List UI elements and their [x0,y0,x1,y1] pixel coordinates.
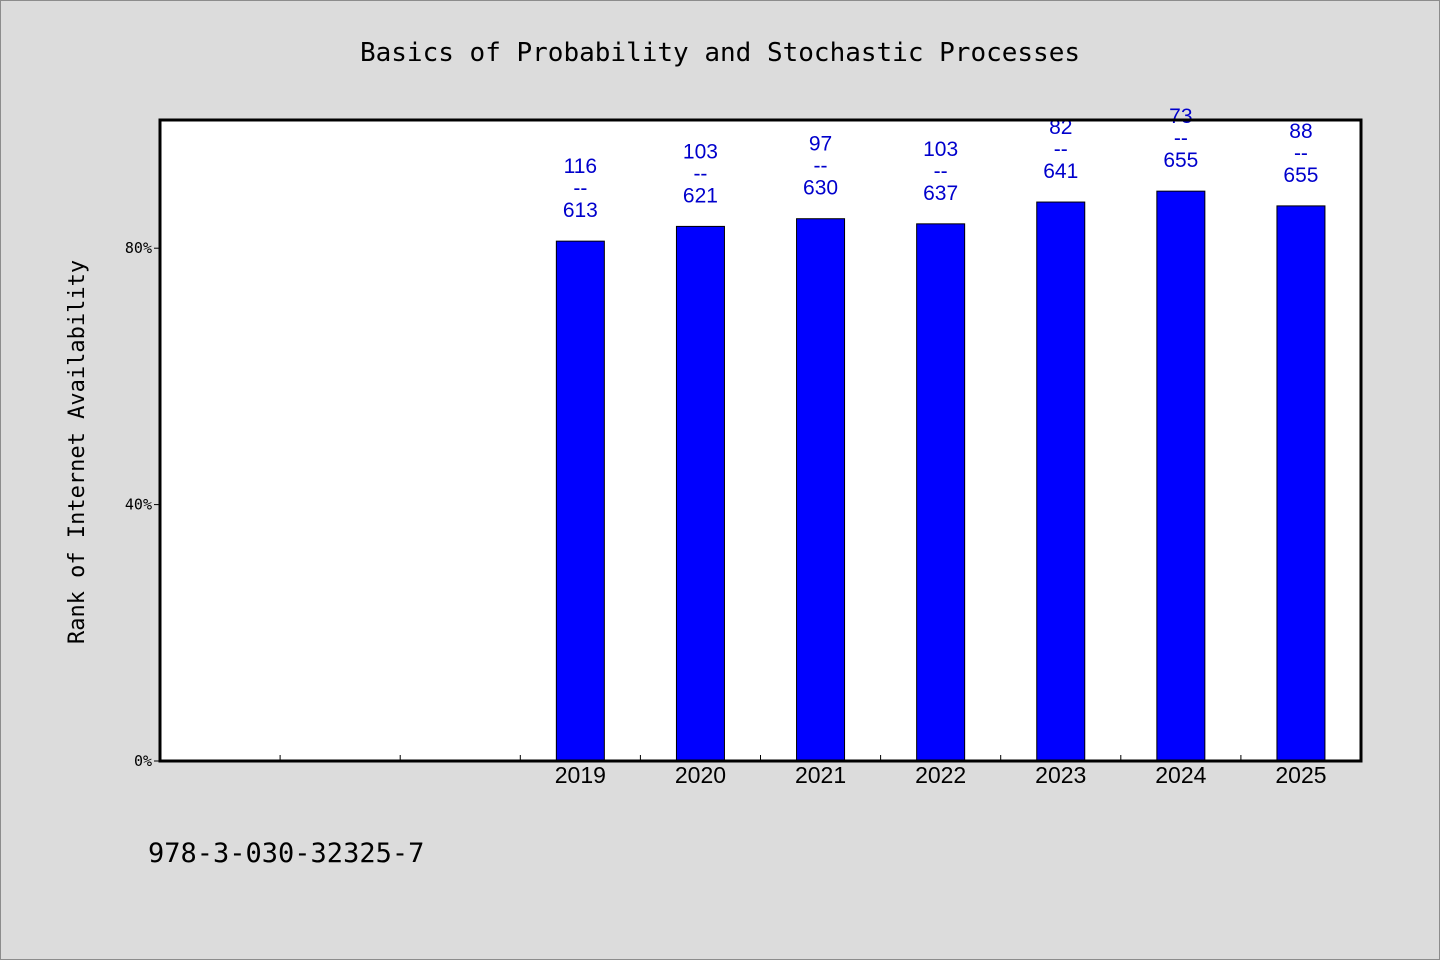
bar-label-top: 82 [1049,116,1072,139]
bar-label-top: 103 [923,138,958,161]
bar-label-bottom: 655 [1163,149,1198,172]
y-axis-label: Rank of Internet Availability [65,260,90,644]
bar-label-separator: -- [1174,127,1188,150]
bar-label-bottom: 641 [1043,160,1078,183]
x-tick-label: 2020 [675,762,726,788]
bar-label-bottom: 613 [563,199,598,222]
bars-layer [555,190,1326,762]
bar-label-separator: -- [934,160,948,183]
bar-label-bottom: 621 [683,184,718,207]
bar-label-bottom: 637 [923,182,958,205]
x-tick-label: 2024 [1155,762,1206,788]
bar-label-separator: -- [1294,142,1308,165]
bar-label-top: 73 [1169,105,1192,128]
y-tick-label: 40% [125,496,152,514]
chart-title: Basics of Probability and Stochastic Pro… [360,38,1080,68]
bar [796,218,846,762]
bar [1036,201,1086,762]
y-tick-label: 80% [125,239,152,257]
bar-label-top: 103 [683,140,718,163]
x-tick-label: 2023 [1035,762,1086,788]
axis-layer: 0% 40% 80% 2019 2020 2021 2022 2023 2024 2025 [125,239,1327,788]
bar [1156,190,1206,762]
bar [555,240,605,762]
bar-label-separator: -- [814,155,828,178]
bar [675,225,725,762]
isbn-footer: 978-3-030-32325-7 [148,838,424,869]
x-tick-label: 2021 [795,762,846,788]
x-tick-label: 2019 [555,762,606,788]
x-tick-label: 2022 [915,762,966,788]
bar [916,223,966,762]
plot-border [158,118,1363,763]
bar-label-separator: -- [1054,138,1068,161]
bar-label-bottom: 655 [1283,164,1318,187]
bar-label-separator: -- [693,162,707,185]
y-tick-label: 0% [134,752,152,770]
bar-label-top: 116 [564,155,597,178]
bar [1276,205,1326,762]
data-labels-layer: 116--613103--62197--630103--63782--64173… [563,105,1319,222]
bar-label-bottom: 630 [803,177,838,200]
bar-label-top: 97 [809,133,832,156]
x-tick-label: 2025 [1275,762,1326,788]
bar-label-separator: -- [573,177,587,200]
bar-label-top: 88 [1289,120,1312,143]
